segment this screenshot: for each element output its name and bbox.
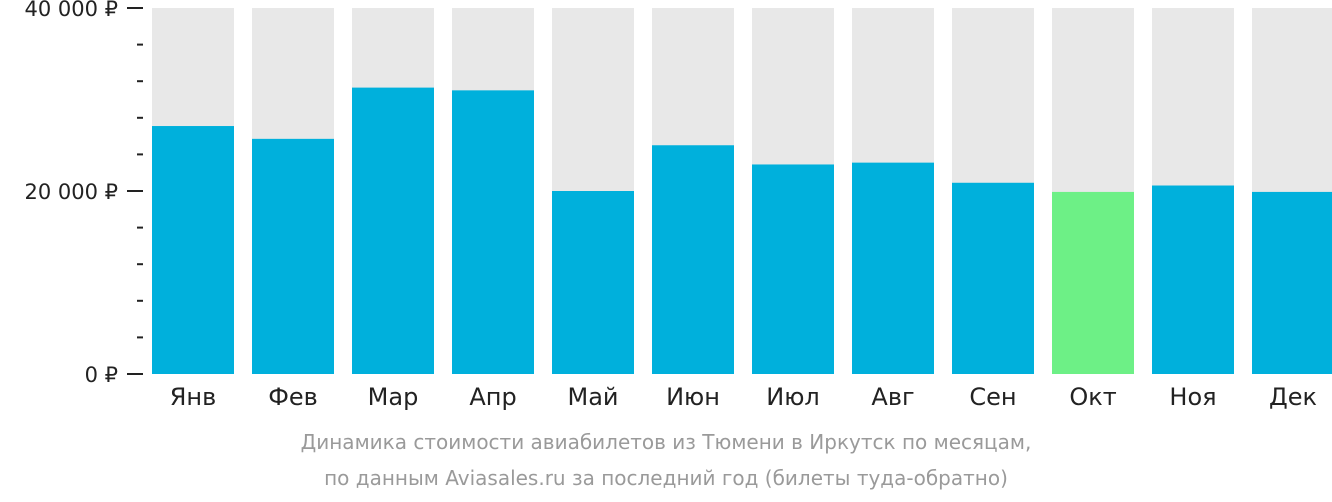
bar-Июл — [752, 164, 834, 374]
y-tick-label: 20 000 ₽ — [24, 180, 118, 204]
x-tick-label: Авг — [871, 383, 914, 411]
x-tick-label: Июн — [666, 383, 720, 411]
x-tick-label: Июл — [766, 383, 820, 411]
bar-Фев — [252, 138, 334, 374]
price-bar-chart: 0 ₽ 20 000 ₽ 40 000 ₽ Янв Фев Мар Апр Май Июн Июл… — [24, 0, 1332, 411]
bar-Сен — [952, 182, 1034, 374]
x-tick-label: Окт — [1069, 383, 1116, 411]
x-tick-label: Янв — [170, 383, 217, 411]
x-tick-label: Мар — [368, 383, 419, 411]
chart-caption-line-1: Динамика стоимости авиабилетов из Тюмени… — [300, 430, 1032, 454]
bar-Мар — [352, 87, 434, 374]
x-tick-label: Сен — [969, 383, 1016, 411]
x-tick-label: Фев — [268, 383, 318, 411]
bar-Окт — [1052, 191, 1134, 374]
bar-Ноя — [1152, 185, 1234, 374]
chart-caption-line-2: по данным Aviasales.ru за последний год … — [324, 466, 1008, 490]
x-tick-label: Дек — [1269, 383, 1317, 411]
bar-Авг — [852, 162, 934, 374]
y-tick-label: 0 ₽ — [85, 363, 118, 387]
x-tick-label: Апр — [469, 383, 516, 411]
x-tick-label: Май — [567, 383, 618, 411]
bar-Апр — [452, 90, 534, 374]
bar-Май — [552, 191, 634, 374]
bar-Дек — [1252, 191, 1332, 374]
x-tick-label: Ноя — [1169, 383, 1216, 411]
y-tick-label: 40 000 ₽ — [24, 0, 118, 21]
bar-Янв — [152, 126, 234, 374]
bar-Июн — [652, 145, 734, 374]
